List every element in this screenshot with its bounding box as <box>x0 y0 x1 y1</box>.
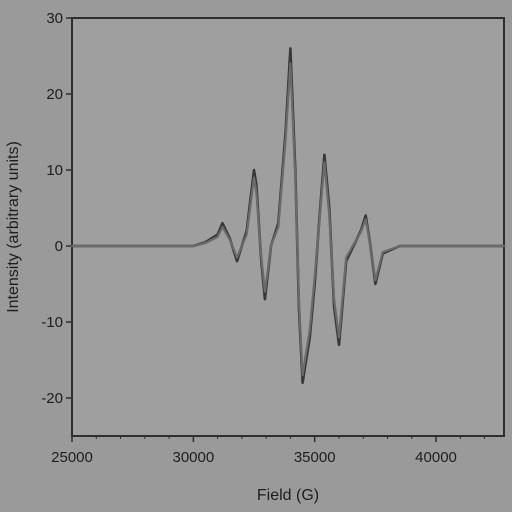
y-tick-label: 0 <box>55 238 63 255</box>
series-layer <box>70 47 506 385</box>
y-tick-label: 30 <box>46 10 63 27</box>
y-tick-label: 10 <box>46 162 63 179</box>
x-axis-label: Field (G) <box>257 487 319 504</box>
x-tick-label: 30000 <box>172 449 214 466</box>
y-axis-label: Intensity (arbitrary units) <box>5 141 22 313</box>
y-tick-label: -10 <box>41 314 63 331</box>
x-tick-label: 25000 <box>51 449 93 466</box>
x-tick-label: 40000 <box>415 449 457 466</box>
y-tick-label: 20 <box>46 86 63 103</box>
axis-ticks: 25000 30000 35000 40000 -20 -10 0 10 20 30 <box>41 10 486 466</box>
x-tick-label: 35000 <box>294 449 336 466</box>
y-tick-label: -20 <box>41 390 63 407</box>
series-line-2 <box>70 62 506 377</box>
